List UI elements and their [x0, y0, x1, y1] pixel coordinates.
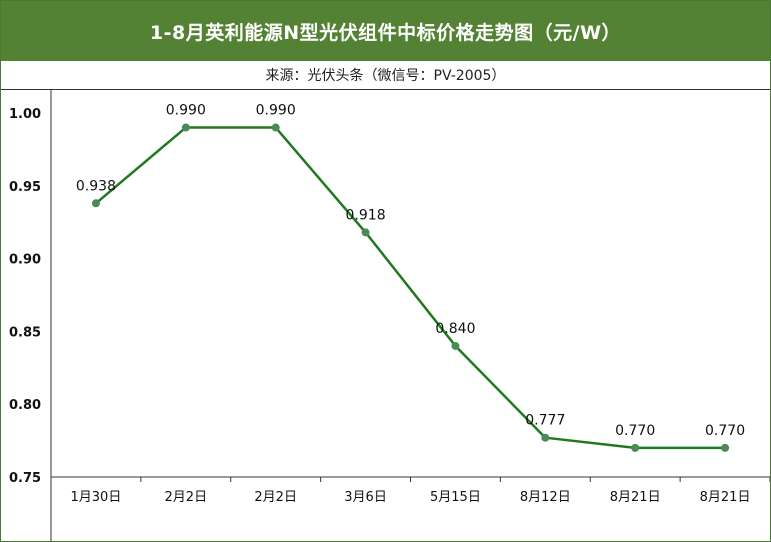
chart-subtitle: 来源：光伏头条（微信号：PV-2005）	[1, 61, 770, 90]
data-label: 0.777	[525, 413, 565, 429]
data-point	[271, 123, 280, 132]
y-tick-label: 0.95	[9, 180, 41, 195]
y-tick-label: 0.75	[9, 471, 41, 486]
data-label: 0.840	[435, 321, 475, 337]
y-tick-label: 1.00	[9, 107, 41, 122]
x-tick-label: 8月21日	[700, 490, 751, 505]
series-line	[95, 126, 726, 450]
x-tick-label: 2月2日	[254, 490, 297, 505]
data-label: 0.918	[346, 207, 386, 223]
y-tick-label: 0.85	[9, 325, 41, 340]
chart-title: 1-8月英利能源N型光伏组件中标价格走势图（元/W）	[1, 1, 770, 61]
data-label: 0.990	[256, 103, 296, 119]
data-point	[181, 123, 190, 132]
x-tick-label: 2月2日	[165, 490, 208, 505]
x-tick-label: 3月6日	[344, 490, 387, 505]
y-tick-label: 0.80	[9, 398, 41, 413]
data-point	[361, 228, 370, 237]
data-point	[451, 341, 460, 350]
data-label: 0.938	[76, 178, 116, 194]
data-point	[91, 199, 100, 208]
data-point	[541, 433, 550, 442]
x-tick-label: 8月21日	[610, 490, 661, 505]
x-tick-label: 1月30日	[71, 490, 122, 505]
x-tick-label: 5月15日	[430, 490, 481, 505]
data-label: 0.770	[705, 423, 745, 439]
y-tick-label: 0.90	[9, 253, 41, 268]
data-point	[631, 443, 640, 452]
data-label: 0.770	[615, 423, 655, 439]
data-point	[721, 443, 730, 452]
x-tick-label: 8月12日	[520, 490, 571, 505]
data-label: 0.990	[166, 103, 206, 119]
